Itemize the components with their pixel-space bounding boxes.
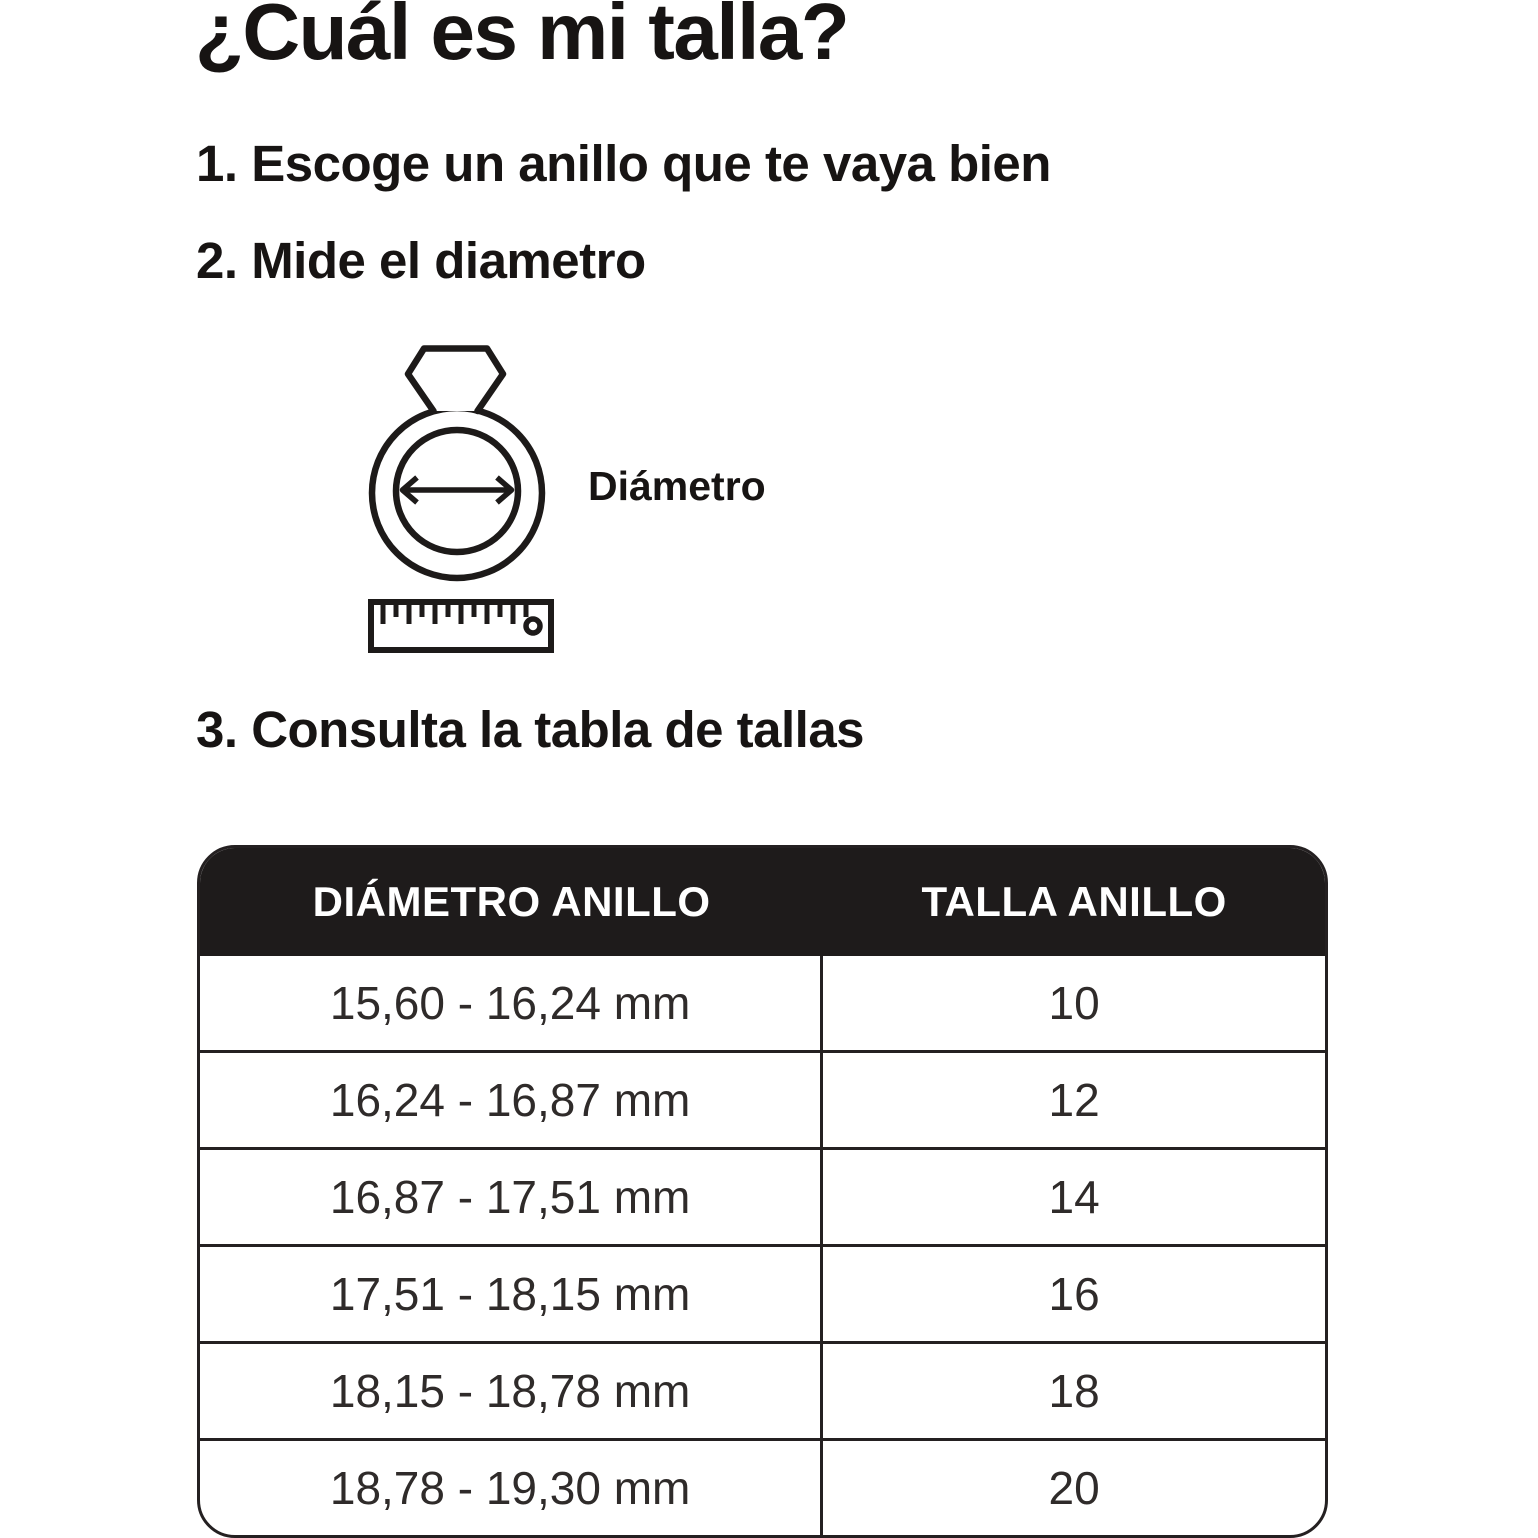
column-header-size: TALLA ANILLO <box>921 878 1227 925</box>
ring-measure-illustration <box>368 345 554 653</box>
table-row: 15,60 - 16,24 mm 10 <box>200 956 1325 1050</box>
column-header-diameter: DIÁMETRO ANILLO <box>312 878 711 925</box>
diameter-cell: 17,51 - 18,15 mm <box>200 1247 824 1341</box>
size-cell: 10 <box>1048 977 1100 1029</box>
size-cell: 20 <box>1048 1462 1100 1514</box>
step-3-heading: 3. Consulta la tabla de tallas <box>196 701 865 758</box>
table-row: 18,15 - 18,78 mm 18 <box>200 1341 1325 1438</box>
ring-diamond-icon <box>368 345 546 582</box>
table-header-row: DIÁMETRO ANILLO TALLA ANILLO <box>200 848 1325 956</box>
size-cell: 14 <box>1048 1171 1100 1223</box>
page-title: ¿Cuál es mi talla? <box>195 0 850 76</box>
diameter-cell: 16,24 - 16,87 mm <box>200 1053 824 1147</box>
size-cell: 16 <box>1048 1268 1100 1320</box>
step-2-heading: 2. Mide el diametro <box>196 232 646 289</box>
diameter-cell: 16,87 - 17,51 mm <box>200 1150 824 1244</box>
ring-size-table: DIÁMETRO ANILLO TALLA ANILLO 15,60 - 16,… <box>197 845 1328 1538</box>
table-row: 16,24 - 16,87 mm 12 <box>200 1050 1325 1147</box>
table-row: 16,87 - 17,51 mm 14 <box>200 1147 1325 1244</box>
size-cell: 12 <box>1048 1074 1100 1126</box>
table-row: 18,78 - 19,30 mm 20 <box>200 1438 1325 1535</box>
step-1-heading: 1. Escoge un anillo que te vaya bien <box>196 135 1051 192</box>
diameter-arrow-icon <box>399 475 515 505</box>
diameter-cell: 18,78 - 19,30 mm <box>200 1441 824 1535</box>
diameter-cell: 18,15 - 18,78 mm <box>200 1344 824 1438</box>
size-cell: 18 <box>1048 1365 1100 1417</box>
ruler-icon <box>368 599 554 653</box>
diameter-label: Diámetro <box>588 463 766 509</box>
diameter-cell: 15,60 - 16,24 mm <box>200 956 824 1050</box>
table-row: 17,51 - 18,15 mm 16 <box>200 1244 1325 1341</box>
